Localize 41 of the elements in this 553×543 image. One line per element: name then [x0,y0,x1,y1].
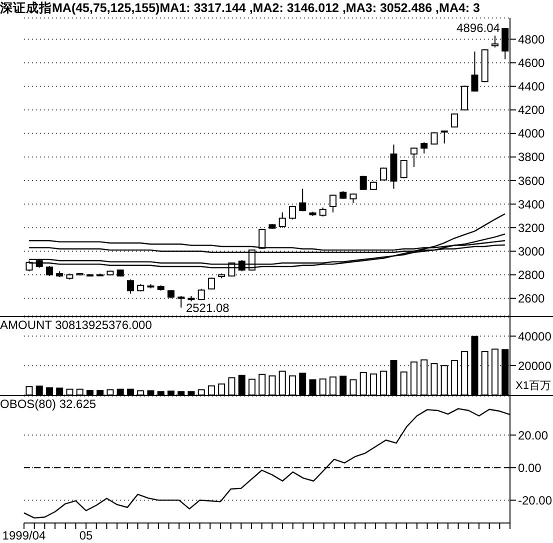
chart-title: AMOUNT 30813925376.000 [0,318,152,333]
y-tick-label: 0.00 [518,460,542,475]
y-tick-label: -20.00 [518,493,552,508]
candlestick [440,130,448,144]
candlestick [178,295,185,308]
candlestick [350,193,357,204]
x-tick-label: 05 [79,528,94,543]
y-tick-label: 2800 [518,268,546,282]
y-tick-label: 3800 [518,150,546,164]
candlestick [491,35,498,48]
candlestick [329,194,336,213]
candlestick [126,278,134,294]
candlestick [288,205,296,220]
annotation: 2521.08 [186,300,230,315]
candlestick [461,85,468,111]
y-tick-label: 20.00 [518,428,548,442]
y-tick-label: 3000 [518,244,546,258]
candlestick [46,265,53,276]
y-tick-label: 3200 [518,220,546,235]
candlestick [380,167,388,182]
y-tick-label: 4200 [518,103,546,118]
candlestick [471,51,478,92]
y-tick-label: 4800 [518,32,546,46]
candlestick [278,212,286,228]
x-tick-label: 1999/04 [2,528,46,543]
candlestick [360,175,367,190]
chart-title: 深证成指MA(45,75,125,155)MA1: 3317.144 ,MA2: 3146.012 ,MA3: 3052.486 ,MA4: 3 [0,1,480,16]
y-tick-label: 20000 [518,358,552,373]
y-tick-label: 4600 [518,56,546,70]
y-tick-label: 4400 [518,80,546,94]
y-tick-label: 4000 [518,126,546,141]
y-tick-label: 3600 [518,174,546,188]
y-tick-label: 3400 [518,197,546,212]
candlestick [410,147,418,168]
candlestick [420,142,428,154]
annotation: 4896.04 [456,21,500,36]
y-tick-label: 40000 [518,329,552,344]
candlestick [299,188,306,212]
y-tick-label: 2600 [518,292,546,306]
chart-title: OBOS(80) 32.625 [0,397,96,412]
y-axis-title: X1百万 [516,378,551,393]
